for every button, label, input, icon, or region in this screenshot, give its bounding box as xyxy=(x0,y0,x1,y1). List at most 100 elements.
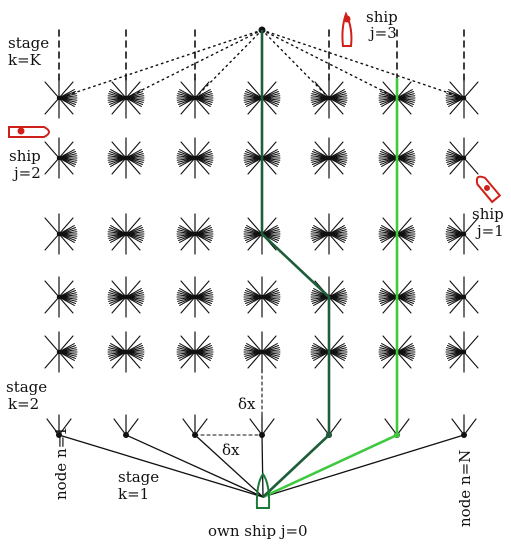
transition-ray xyxy=(194,97,210,115)
transition-ray xyxy=(448,225,465,235)
transition-ray xyxy=(194,418,208,436)
grid-node xyxy=(56,294,62,300)
transition-ray xyxy=(463,335,479,353)
transition-ray xyxy=(328,335,344,353)
grid-node xyxy=(461,294,467,300)
transition-ray xyxy=(261,296,277,314)
transition-ray xyxy=(449,157,465,175)
transition-ray xyxy=(194,335,210,353)
grid-node xyxy=(123,349,129,355)
ship-2-index: j=2 xyxy=(12,164,41,182)
grid-node xyxy=(56,231,62,237)
transition-ray xyxy=(125,351,141,369)
ship-icon xyxy=(475,175,502,204)
transition-ray xyxy=(111,157,127,175)
transition-ray xyxy=(58,296,75,306)
transition-ray xyxy=(382,296,398,314)
transition-ray xyxy=(382,157,398,175)
transition-ray xyxy=(194,296,210,314)
transition-ray xyxy=(449,335,465,353)
transition-ray xyxy=(111,141,127,159)
transition-ray xyxy=(382,351,398,369)
transition-ray xyxy=(382,97,398,115)
transition-ray xyxy=(44,280,60,298)
transition-ray xyxy=(396,296,412,314)
transition-ray xyxy=(125,418,139,436)
transition-ray xyxy=(261,157,277,175)
transition-ray xyxy=(111,296,127,314)
transition-ray xyxy=(381,225,398,235)
transition-ray xyxy=(328,351,345,361)
transition-ray xyxy=(396,141,412,159)
transition-ray xyxy=(194,351,211,361)
ship-2-label: ship xyxy=(9,147,41,165)
transition-ray xyxy=(463,217,479,235)
initial-link xyxy=(261,434,264,498)
grid-node xyxy=(326,231,332,237)
transition-ray xyxy=(396,335,412,353)
transition-ray xyxy=(194,81,210,99)
transition-ray xyxy=(261,157,278,167)
transition-ray xyxy=(382,280,398,298)
transition-ray xyxy=(382,335,398,353)
transition-ray xyxy=(396,217,412,235)
ship-1-index: j=1 xyxy=(475,222,504,240)
transition-ray xyxy=(246,343,263,353)
transition-ray xyxy=(314,233,330,251)
transition-ray xyxy=(463,157,479,175)
grid-node xyxy=(259,294,265,300)
transition-ray xyxy=(247,335,263,353)
transition-ray xyxy=(463,233,479,251)
dark-green-path xyxy=(260,30,331,498)
transition-ray xyxy=(396,351,413,361)
transition-ray xyxy=(396,418,410,436)
grid-node xyxy=(192,349,198,355)
grid-node xyxy=(123,231,129,237)
transition-ray xyxy=(381,149,398,159)
transition-ray xyxy=(125,233,142,243)
transition-ray xyxy=(261,97,277,115)
transition-ray xyxy=(261,217,277,235)
transition-ray xyxy=(194,233,211,243)
transition-ray xyxy=(396,233,412,251)
transition-ray xyxy=(381,343,398,353)
transition-ray xyxy=(110,89,127,99)
transition-ray xyxy=(261,81,277,99)
transition-ray xyxy=(448,288,465,298)
transition-ray xyxy=(314,296,330,314)
transition-ray xyxy=(125,157,141,175)
transition-ray xyxy=(110,343,127,353)
initial-link xyxy=(58,434,264,498)
grid-node xyxy=(326,95,332,101)
grid-node xyxy=(56,95,62,101)
transition-ray xyxy=(58,141,74,159)
transition-ray xyxy=(125,233,141,251)
transition-ray xyxy=(396,157,412,175)
transition-ray xyxy=(261,97,278,107)
transition-ray xyxy=(125,157,142,167)
dotted-link xyxy=(261,29,398,99)
transition-ray xyxy=(58,335,74,353)
transition-ray xyxy=(328,233,344,251)
grid-node xyxy=(461,349,467,355)
transition-ray xyxy=(125,335,141,353)
transition-ray xyxy=(58,418,72,436)
transition-ray xyxy=(44,217,60,235)
transition-ray xyxy=(180,157,196,175)
grid-node xyxy=(123,95,129,101)
transition-ray xyxy=(180,97,196,115)
transition-ray xyxy=(111,97,127,115)
transition-ray xyxy=(448,343,465,353)
dotted-link xyxy=(125,29,263,99)
initial-link xyxy=(125,434,264,498)
initial-link xyxy=(194,434,264,498)
transition-ray xyxy=(382,217,398,235)
transition-ray xyxy=(180,81,196,99)
grid-layer xyxy=(44,26,479,499)
transition-ray xyxy=(449,351,465,369)
transition-ray xyxy=(58,97,75,107)
grid-node xyxy=(192,95,198,101)
transition-ray xyxy=(261,296,278,306)
transition-ray xyxy=(396,233,413,243)
